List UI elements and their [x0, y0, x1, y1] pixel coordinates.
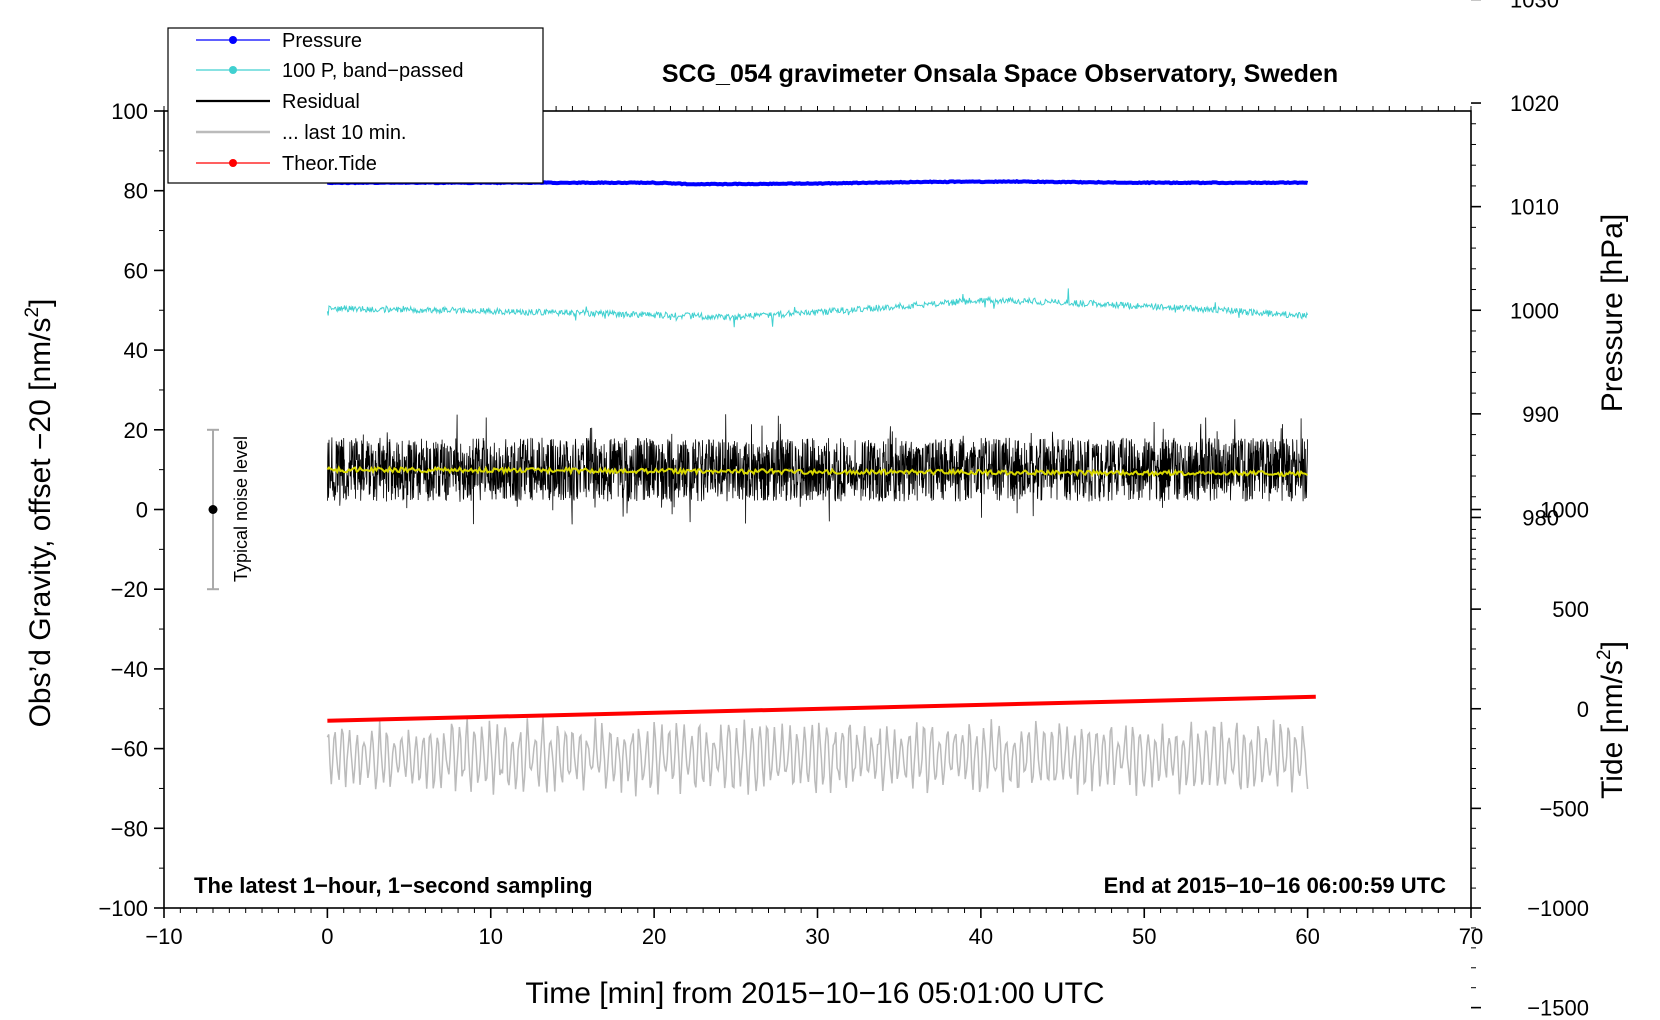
- y-axis-title-tide: Tide [nm/s2]: [1594, 641, 1629, 799]
- x-tick-label: −10: [145, 924, 182, 949]
- chart-title: SCG_054 gravimeter Onsala Space Observat…: [662, 60, 1338, 88]
- y-tick-label: −80: [111, 816, 148, 841]
- y-tick-label: 60: [124, 258, 148, 283]
- legend-marker: [229, 159, 237, 167]
- pressure-tick-label: 1010: [1510, 195, 1559, 220]
- legend-label: 100 P, band−passed: [282, 60, 463, 82]
- y-tick-label: 100: [111, 99, 148, 124]
- legend-marker: [229, 66, 237, 74]
- y-tick-label: −60: [111, 737, 148, 762]
- legend-marker: [229, 36, 237, 44]
- y-axis-title-tide-main: Tide [nm/s: [1596, 660, 1629, 799]
- y-tick-label: −40: [111, 657, 148, 682]
- y-axis-title-left-superscript: 2: [22, 307, 43, 318]
- pressure-tick-label: 990: [1522, 402, 1559, 427]
- axes: −10 0 10 20 30 40 50 60 70−100−80−60−40−20020406…: [98, 0, 1589, 1020]
- smoothed-residual-line: [326, 464, 1309, 479]
- noise-bar-center-dot: [208, 505, 218, 514]
- tide-tick-label: 0: [1577, 697, 1589, 722]
- theoretical-tide-series-line: [327, 694, 1316, 723]
- last-10-min-series-line: [326, 717, 1309, 797]
- y-axis-title-tide-superscript: 2: [1594, 649, 1615, 660]
- x-tick-label: 10: [479, 924, 503, 949]
- legend-label: ... last 10 min.: [282, 122, 407, 144]
- y-axis-title-left-end: ]: [24, 299, 57, 307]
- noise-level-indicator: Typical noise level: [207, 428, 251, 591]
- y-tick-label: −100: [98, 896, 148, 921]
- x-tick-label: 40: [969, 924, 993, 949]
- legend: Pressure 100 P, band−passed Residual ... la…: [167, 27, 544, 184]
- bandpassed-pressure-series-line: [326, 288, 1309, 328]
- y-axis-title-left-main: Obs’d Gravity, offset −20 [nm/s: [24, 318, 57, 728]
- tide-tick-label: −500: [1539, 796, 1589, 821]
- tide-tick-label: −1500: [1527, 996, 1589, 1020]
- residual-series-line: [327, 414, 1308, 525]
- x-tick-label: 30: [805, 924, 829, 949]
- tide-tick-label: 500: [1552, 597, 1589, 622]
- pressure-tick-label: 980: [1522, 505, 1559, 530]
- sampling-annotation: The latest 1−hour, 1−second sampling: [194, 873, 593, 898]
- x-tick-label: 0: [321, 924, 333, 949]
- y-tick-label: 40: [124, 338, 148, 363]
- pressure-tick-label: 1000: [1510, 298, 1559, 323]
- end-time-annotation: End at 2015−10−16 06:00:59 UTC: [1104, 873, 1447, 898]
- y-tick-label: 0: [136, 498, 148, 523]
- x-tick-label: 60: [1295, 924, 1319, 949]
- y-axis-title-left: Obs’d Gravity, offset −20 [nm/s2]: [22, 299, 57, 728]
- legend-label: Theor.Tide: [282, 153, 377, 175]
- x-tick-label: 20: [642, 924, 666, 949]
- y-axis-title-pressure: Pressure [hPa]: [1596, 214, 1629, 412]
- legend-box: [167, 27, 544, 184]
- y-tick-label: −20: [111, 577, 148, 602]
- legend-label: Pressure: [282, 30, 362, 52]
- noise-level-label: Typical noise level: [231, 436, 251, 582]
- x-tick-label: 50: [1132, 924, 1156, 949]
- y-tick-label: 80: [124, 179, 148, 204]
- tide-tick-label: −1000: [1527, 896, 1589, 921]
- pressure-tick-label: 1020: [1510, 91, 1559, 116]
- x-axis-title: Time [min] from 2015−10−16 05:01:00 UTC: [525, 977, 1104, 1010]
- y-tick-label: 20: [124, 418, 148, 443]
- tide-tick-label: 1000: [1540, 498, 1589, 523]
- y-axis-title-tide-end: ]: [1596, 641, 1629, 649]
- pressure-tick-label: 1030: [1510, 0, 1559, 12]
- legend-label: Residual: [282, 91, 360, 113]
